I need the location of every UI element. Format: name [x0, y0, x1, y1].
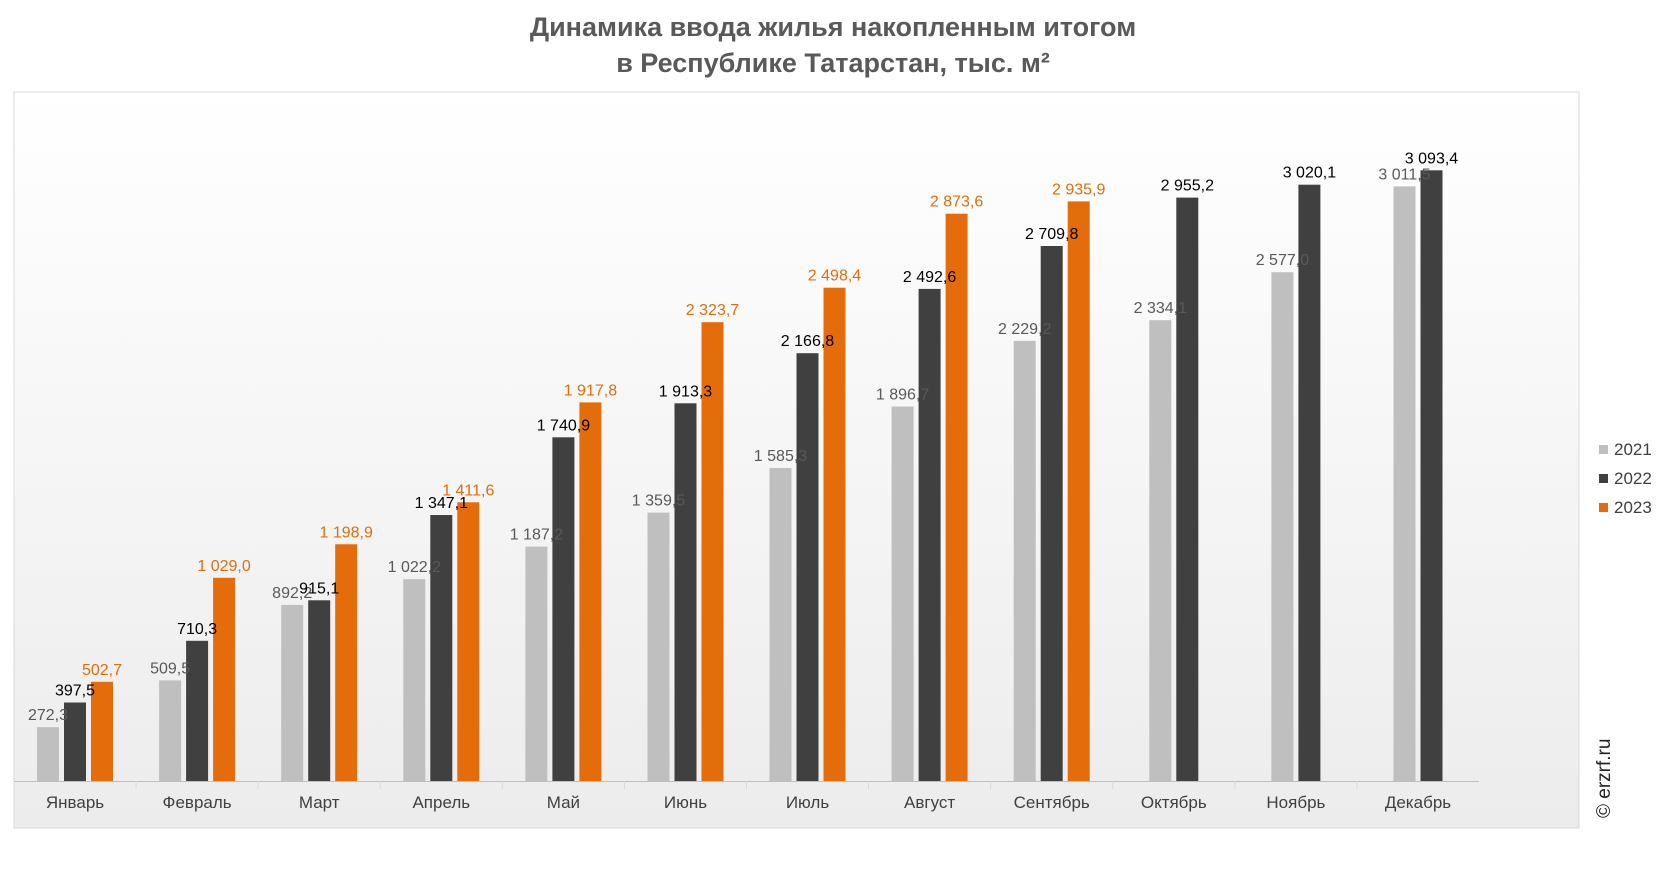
- data-label-2021-10: 2 334,1: [1134, 300, 1187, 317]
- data-label-2021-11: 2 577,0: [1256, 252, 1309, 269]
- x-tick-label-4: Апрель: [412, 793, 470, 812]
- data-label-2023-2: 1 029,0: [197, 558, 250, 575]
- bar-2022-11: [1298, 184, 1321, 781]
- data-label-2021-2: 509,5: [150, 660, 190, 677]
- bar-2021-6: [647, 512, 670, 781]
- x-tick-label-7: Июль: [786, 793, 830, 812]
- data-label-2022-1: 397,5: [55, 683, 95, 700]
- bar-2022-12: [1420, 170, 1443, 782]
- bar-2023-1: [91, 681, 113, 781]
- bar-2022-1: [64, 702, 86, 781]
- bar-2022-2: [186, 640, 209, 781]
- bar-2022-7: [796, 353, 819, 781]
- data-label-2021-4: 1 022,2: [388, 559, 441, 576]
- data-label-2023-9: 2 935,9: [1052, 181, 1105, 198]
- data-label-2021-6: 1 359,5: [632, 493, 685, 510]
- bar-2022-9: [1040, 246, 1063, 781]
- x-tick-label-8: Август: [904, 793, 955, 812]
- data-label-2022-7: 2 166,8: [781, 333, 834, 350]
- legend-item-2022: 2022: [1599, 469, 1652, 489]
- data-label-2023-3: 1 198,9: [320, 524, 373, 541]
- data-label-2021-12: 3 011,5: [1378, 166, 1430, 183]
- x-tick-label-5: Май: [547, 793, 580, 812]
- bar-2021-8: [891, 406, 914, 781]
- data-label-2023-7: 2 498,4: [808, 268, 861, 285]
- data-label-2022-12: 3 093,4: [1405, 150, 1458, 167]
- bar-2022-5: [552, 437, 575, 781]
- data-label-2023-5: 1 917,8: [564, 382, 617, 399]
- data-label-2023-4: 1 411,6: [442, 482, 494, 499]
- data-label-2021-3: 892,2: [272, 585, 312, 602]
- x-tick-label-6: Июнь: [664, 793, 707, 812]
- bar-2023-5: [579, 402, 602, 781]
- source-credit: © erzrf.ru: [1594, 738, 1615, 818]
- bar-2021-11: [1271, 272, 1294, 781]
- bar-2023-2: [213, 577, 236, 781]
- bar-2021-7: [769, 468, 792, 781]
- x-tick-label-9: Сентябрь: [1014, 793, 1090, 812]
- bar-2021-2: [159, 680, 182, 781]
- x-tick-label-10: Октябрь: [1141, 793, 1207, 812]
- data-label-2022-6: 1 913,3: [659, 383, 712, 400]
- data-label-2022-9: 2 709,8: [1025, 226, 1078, 243]
- data-label-2021-7: 1 585,3: [754, 448, 807, 465]
- x-tick-label-3: Март: [299, 793, 340, 812]
- bar-2021-5: [525, 546, 548, 781]
- data-label-2021-8: 1 896,7: [876, 387, 929, 404]
- chart-title-line1: Динамика ввода жилья накопленным итогом: [529, 12, 1137, 42]
- data-label-2022-2: 710,3: [177, 621, 217, 638]
- bar-2022-3: [308, 600, 331, 781]
- bar-2023-3: [335, 544, 358, 781]
- x-tick-label-2: Февраль: [163, 793, 232, 812]
- bar-2022-4: [430, 515, 453, 781]
- legend-swatch-2021: [1599, 445, 1608, 454]
- legend-item-2021: 2021: [1599, 440, 1652, 460]
- bar-2023-6: [701, 322, 724, 781]
- bar-2021-12: [1393, 186, 1416, 781]
- bar-2023-8: [945, 213, 968, 781]
- bar-2023-4: [457, 502, 480, 781]
- legend-swatch-2023: [1599, 503, 1608, 512]
- x-tick-label-11: Ноябрь: [1266, 793, 1325, 812]
- data-label-2021-9: 2 229,2: [998, 321, 1051, 338]
- bar-2022-10: [1176, 197, 1199, 782]
- bar-2022-6: [674, 403, 697, 781]
- data-label-2022-11: 3 020,1: [1283, 165, 1336, 182]
- bar-2021-1: [37, 727, 59, 781]
- bar-2023-9: [1067, 201, 1090, 781]
- legend-label-2021: 2021: [1614, 440, 1652, 459]
- legend-label-2022: 2022: [1614, 469, 1652, 488]
- legend-item-2023: 2023: [1599, 498, 1652, 518]
- data-label-2022-3: 915,1: [299, 580, 339, 597]
- bar-2021-10: [1149, 320, 1172, 781]
- data-label-2021-5: 1 187,2: [510, 527, 563, 544]
- data-label-2022-8: 2 492,6: [903, 269, 956, 286]
- chart-title-line2: в Республике Татарстан, тыс. м²: [616, 48, 1050, 78]
- bar-2021-3: [281, 604, 304, 781]
- bar-2021-9: [1013, 340, 1036, 781]
- data-label-2023-6: 2 323,7: [686, 302, 739, 319]
- bar-2023-7: [823, 287, 846, 781]
- legend-swatch-2022: [1599, 474, 1608, 483]
- data-label-2022-10: 2 955,2: [1161, 178, 1214, 195]
- bar-2022-8: [918, 288, 941, 781]
- x-tick-label-1: Январь: [46, 793, 104, 812]
- x-tick-label-12: Декабрь: [1385, 793, 1451, 812]
- data-label-2021-1: 272,3: [28, 707, 68, 724]
- data-label-2022-4: 1 347,1: [415, 495, 468, 512]
- data-label-2023-1: 502,7: [82, 662, 122, 679]
- data-label-2022-5: 1 740,9: [537, 417, 590, 434]
- bar-2021-4: [403, 579, 426, 781]
- data-label-2023-8: 2 873,6: [930, 194, 983, 211]
- legend-label-2023: 2023: [1614, 498, 1652, 517]
